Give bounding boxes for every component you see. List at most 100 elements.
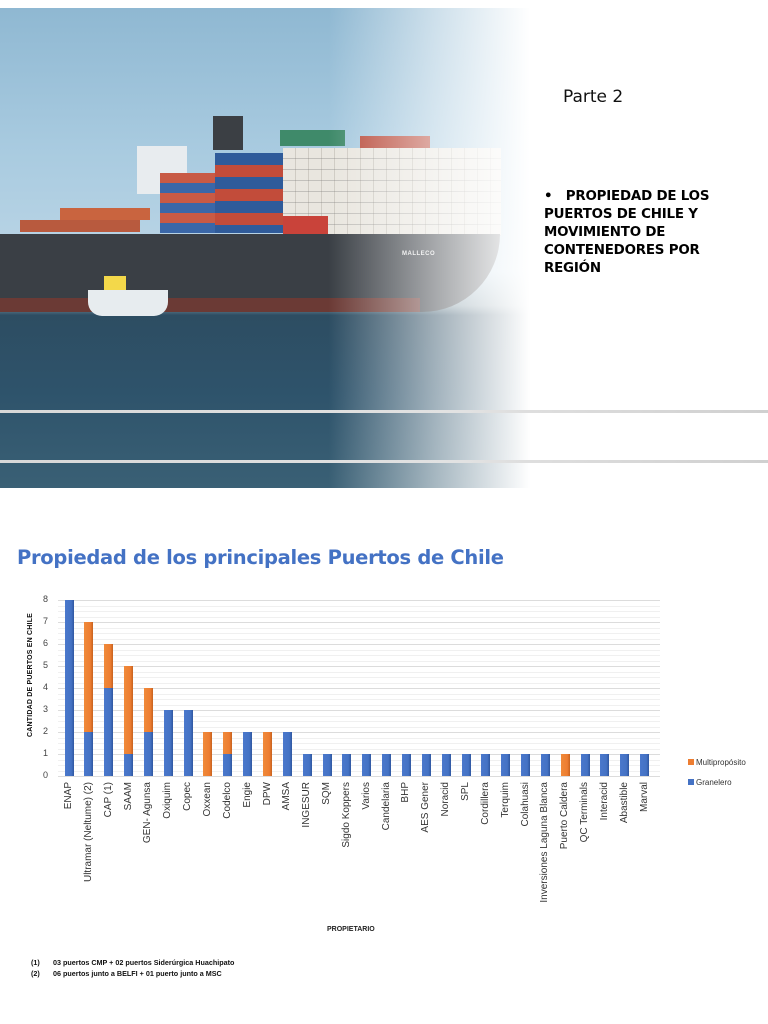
- gridline: [58, 704, 660, 706]
- divider-line: [0, 460, 768, 463]
- gridline: [58, 699, 660, 700]
- x-tick-label: Abastible: [618, 782, 630, 824]
- gridline: [58, 743, 660, 744]
- bar: [540, 754, 550, 776]
- bar-segment-granelero: [501, 754, 511, 776]
- y-tick-label: 0: [42, 770, 48, 780]
- bar: [382, 754, 392, 776]
- bar: [282, 732, 292, 776]
- bar-segment-multipropósito: [223, 732, 233, 754]
- bar: [640, 754, 650, 776]
- x-tick-label: Colahuasi: [519, 782, 531, 827]
- bar-segment-granelero: [620, 754, 630, 776]
- bar-segment-granelero: [143, 732, 153, 776]
- bar: [263, 732, 272, 776]
- bar: [104, 644, 114, 776]
- gridline: [58, 666, 660, 667]
- bar: [163, 710, 173, 776]
- y-tick-label: 8: [42, 594, 48, 604]
- x-tick-label: Inversiones Laguna Blanca: [539, 782, 551, 903]
- x-tick-label: Candelaria: [380, 782, 392, 831]
- x-tick-label: Ultramar (Neltume) (2): [82, 782, 94, 883]
- x-tick-label: GEN- Agunsa: [142, 782, 154, 844]
- gridline: [58, 682, 660, 684]
- x-tick-label: Interacid: [598, 782, 610, 821]
- legend-swatch-blue: [688, 779, 694, 785]
- divider-line: [0, 410, 768, 413]
- bar-segment-granelero: [401, 754, 411, 776]
- bar: [84, 622, 94, 776]
- gridline: [58, 616, 660, 618]
- gridline: [58, 765, 660, 766]
- x-tick-label: Terquim: [499, 782, 511, 818]
- bar-segment-granelero: [104, 688, 114, 776]
- x-tick-label: Sigdo Koppers: [340, 782, 352, 848]
- gridline: [58, 605, 660, 607]
- gridline: [58, 726, 660, 728]
- gridline: [58, 721, 660, 722]
- gridline: [58, 770, 660, 772]
- bar: [461, 754, 471, 776]
- bullet-icon: •: [544, 189, 566, 204]
- x-tick-label: ENAP: [63, 782, 74, 810]
- gridline: [58, 633, 660, 634]
- gridline: [58, 732, 660, 733]
- legend-item-multiproposito: Multipropósito: [688, 752, 746, 772]
- bar: [580, 754, 590, 776]
- x-tick-label: Engie: [241, 782, 253, 808]
- bar: [362, 754, 372, 776]
- bar-segment-granelero: [600, 754, 610, 776]
- bar-segment-granelero: [382, 754, 392, 776]
- bar-segment-multipropósito: [104, 644, 114, 688]
- bar: [203, 732, 213, 776]
- x-tick-label: Marval: [638, 782, 650, 813]
- gridline: [58, 715, 660, 717]
- gridline: [58, 776, 660, 777]
- footnote: (2) 06 puertos junto a BELFI + 01 puerto…: [31, 969, 222, 978]
- x-tick-label: Cordillera: [479, 782, 491, 825]
- y-tick-label: 1: [42, 748, 48, 758]
- chart-title: Propiedad de los principales Puertos de …: [17, 546, 504, 569]
- bar-segment-granelero: [580, 754, 590, 776]
- part-label: Parte 2: [563, 87, 624, 107]
- gridline: [58, 737, 660, 739]
- bar: [124, 666, 134, 776]
- x-axis-title: PROPIETARIO: [327, 926, 375, 933]
- bar-segment-granelero: [421, 754, 431, 776]
- bar: [560, 754, 570, 776]
- bar: [342, 754, 352, 776]
- bar-segment-granelero: [163, 710, 173, 776]
- bar: [183, 710, 193, 776]
- y-tick-label: 3: [42, 704, 48, 714]
- gridline: [58, 627, 660, 629]
- gridline: [58, 600, 660, 601]
- bar-segment-granelero: [521, 754, 531, 776]
- bar: [243, 732, 253, 776]
- bar-segment-granelero: [640, 754, 650, 776]
- slide-bullet: • PROPIEDAD DE LOS PUERTOS DE CHILE Y MO…: [544, 188, 744, 278]
- y-tick-label: 5: [42, 660, 48, 670]
- bar-segment-granelero: [441, 754, 451, 776]
- gridline: [58, 649, 660, 651]
- bar-segment-multipropósito: [263, 732, 272, 776]
- title-slide: MALLECO Parte 2 • PROPIEDAD DE LOS PUERT…: [0, 8, 768, 488]
- y-tick-label: 4: [42, 682, 48, 692]
- gridline: [58, 754, 660, 755]
- bar: [64, 600, 74, 776]
- x-tick-label: SPL: [460, 782, 471, 801]
- bar-segment-multipropósito: [143, 688, 153, 732]
- bar-segment-granelero: [461, 754, 471, 776]
- x-tick-label: Noracid: [440, 782, 452, 817]
- legend-label: Granelero: [696, 777, 732, 787]
- legend-label: Multipropósito: [696, 757, 746, 767]
- gridline: [58, 644, 660, 645]
- x-tick-label: Copec: [182, 782, 194, 811]
- x-tick-label: QC Terminals: [579, 782, 591, 843]
- bullet-text: PROPIEDAD DE LOS PUERTOS DE CHILE Y MOVI…: [544, 189, 710, 276]
- bar-segment-granelero: [183, 710, 193, 776]
- legend-item-granelero: Granelero: [688, 772, 746, 792]
- y-tick-label: 2: [42, 726, 48, 736]
- gridline: [58, 677, 660, 678]
- x-tick-label: DPW: [261, 782, 273, 806]
- gridline: [58, 693, 660, 695]
